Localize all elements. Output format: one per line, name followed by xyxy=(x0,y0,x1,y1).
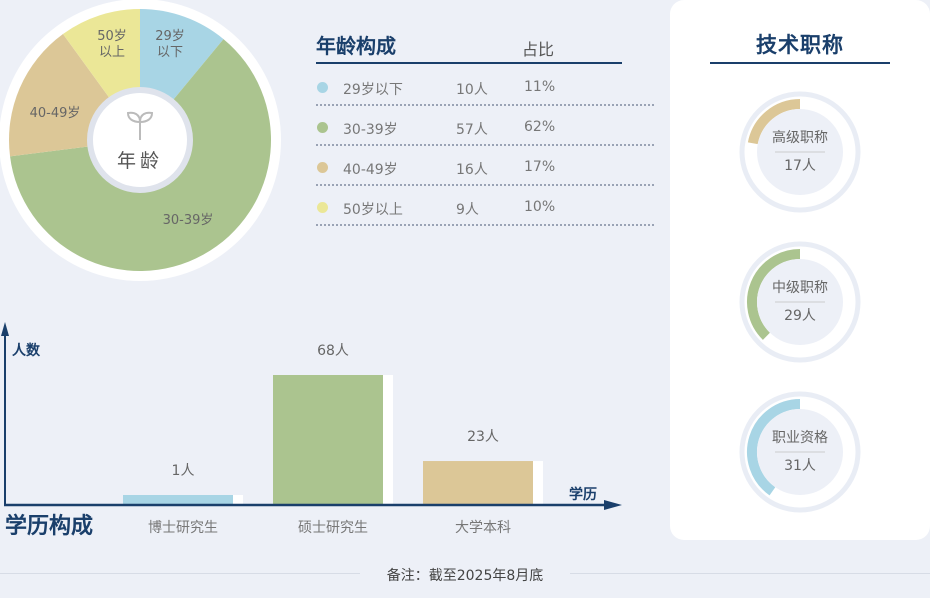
legend-label: 29岁以下 xyxy=(343,82,403,98)
title-panel-underline xyxy=(710,62,890,64)
sprout-icon xyxy=(124,108,156,146)
ring-label: 职业资格 xyxy=(772,430,828,446)
legend-swatch xyxy=(317,202,328,213)
footer-line-left xyxy=(0,573,360,574)
legend-swatch xyxy=(317,82,328,93)
bar xyxy=(423,461,533,505)
x-tick-label: 硕士研究生 xyxy=(298,520,368,536)
legend-swatch xyxy=(317,162,328,173)
legend-label: 30-39岁 xyxy=(343,122,398,138)
legend-count: 9人 xyxy=(456,202,479,218)
legend-count: 16人 xyxy=(456,162,488,178)
title-panel: 技术职称 高级职称 17人中级职称 29人职业资格 31人 xyxy=(670,0,930,540)
ring-value: 29人 xyxy=(784,308,816,324)
legend-row: 40-49岁 16人 17% xyxy=(316,148,654,188)
x-tick-label: 博士研究生 xyxy=(148,519,218,536)
pie-slice-label: 30-39岁 xyxy=(163,213,214,228)
row-divider xyxy=(316,184,654,186)
pie-slice-label: 50岁以上 xyxy=(97,29,127,60)
legend-percent: 11% xyxy=(524,79,556,95)
ring-value: 31人 xyxy=(784,458,816,474)
pie-center-label: 年龄 xyxy=(116,150,163,172)
y-axis-arrow xyxy=(1,322,9,336)
ring-arc xyxy=(747,399,801,496)
legend-percent: 10% xyxy=(524,199,556,215)
title-rings xyxy=(739,91,861,513)
ring-outer xyxy=(739,391,861,513)
legend-count: 57人 xyxy=(456,122,488,138)
age-title-underline xyxy=(316,62,622,64)
bar xyxy=(123,495,233,505)
legend-row: 50岁以上 9人 10% xyxy=(316,188,654,228)
legend-swatch xyxy=(317,122,328,133)
age-title: 年龄构成 xyxy=(316,34,396,58)
x-axis-arrow xyxy=(604,500,622,510)
age-pie-chart: 29岁以下 30-39岁 40-49岁 50岁以上 xyxy=(0,0,281,281)
footer-line-right xyxy=(570,573,930,574)
ring-label: 高级职称 xyxy=(772,130,828,146)
x-tick-label: 大学本科 xyxy=(455,520,511,536)
legend-row: 30-39岁 57人 62% xyxy=(316,108,654,148)
x-axis-label: 学历 xyxy=(569,487,597,503)
legend-count: 10人 xyxy=(456,82,488,98)
row-divider xyxy=(316,224,654,226)
ring-arc xyxy=(747,99,801,145)
bar-value-label: 1人 xyxy=(172,463,195,479)
pie-slice-label: 29岁以下 xyxy=(155,29,185,60)
ratio-header: 占比 xyxy=(522,40,555,59)
bar xyxy=(273,375,383,505)
pie-slice-label: 40-49岁 xyxy=(30,106,81,121)
legend-label: 50岁以上 xyxy=(343,202,403,218)
bar-value-label: 68人 xyxy=(317,343,349,359)
legend-label: 40-49岁 xyxy=(343,162,398,178)
ring-outer xyxy=(739,91,861,213)
ring-label: 中级职称 xyxy=(772,280,828,296)
education-title: 学历构成 xyxy=(5,513,94,539)
title-panel-heading: 技术职称 xyxy=(756,32,844,57)
ring-outer xyxy=(739,241,861,363)
legend-row: 29岁以下 10人 11% xyxy=(316,68,654,108)
ring-value: 17人 xyxy=(784,158,816,174)
bar-value-label: 23人 xyxy=(467,429,499,445)
row-divider xyxy=(316,104,654,106)
legend-percent: 17% xyxy=(524,159,556,175)
y-axis-label: 人数 xyxy=(12,343,40,359)
row-divider xyxy=(316,144,654,146)
legend-percent: 62% xyxy=(524,119,556,135)
footer-note: 备注：截至2025年8月底 xyxy=(386,568,544,584)
ring-arc xyxy=(747,249,801,340)
